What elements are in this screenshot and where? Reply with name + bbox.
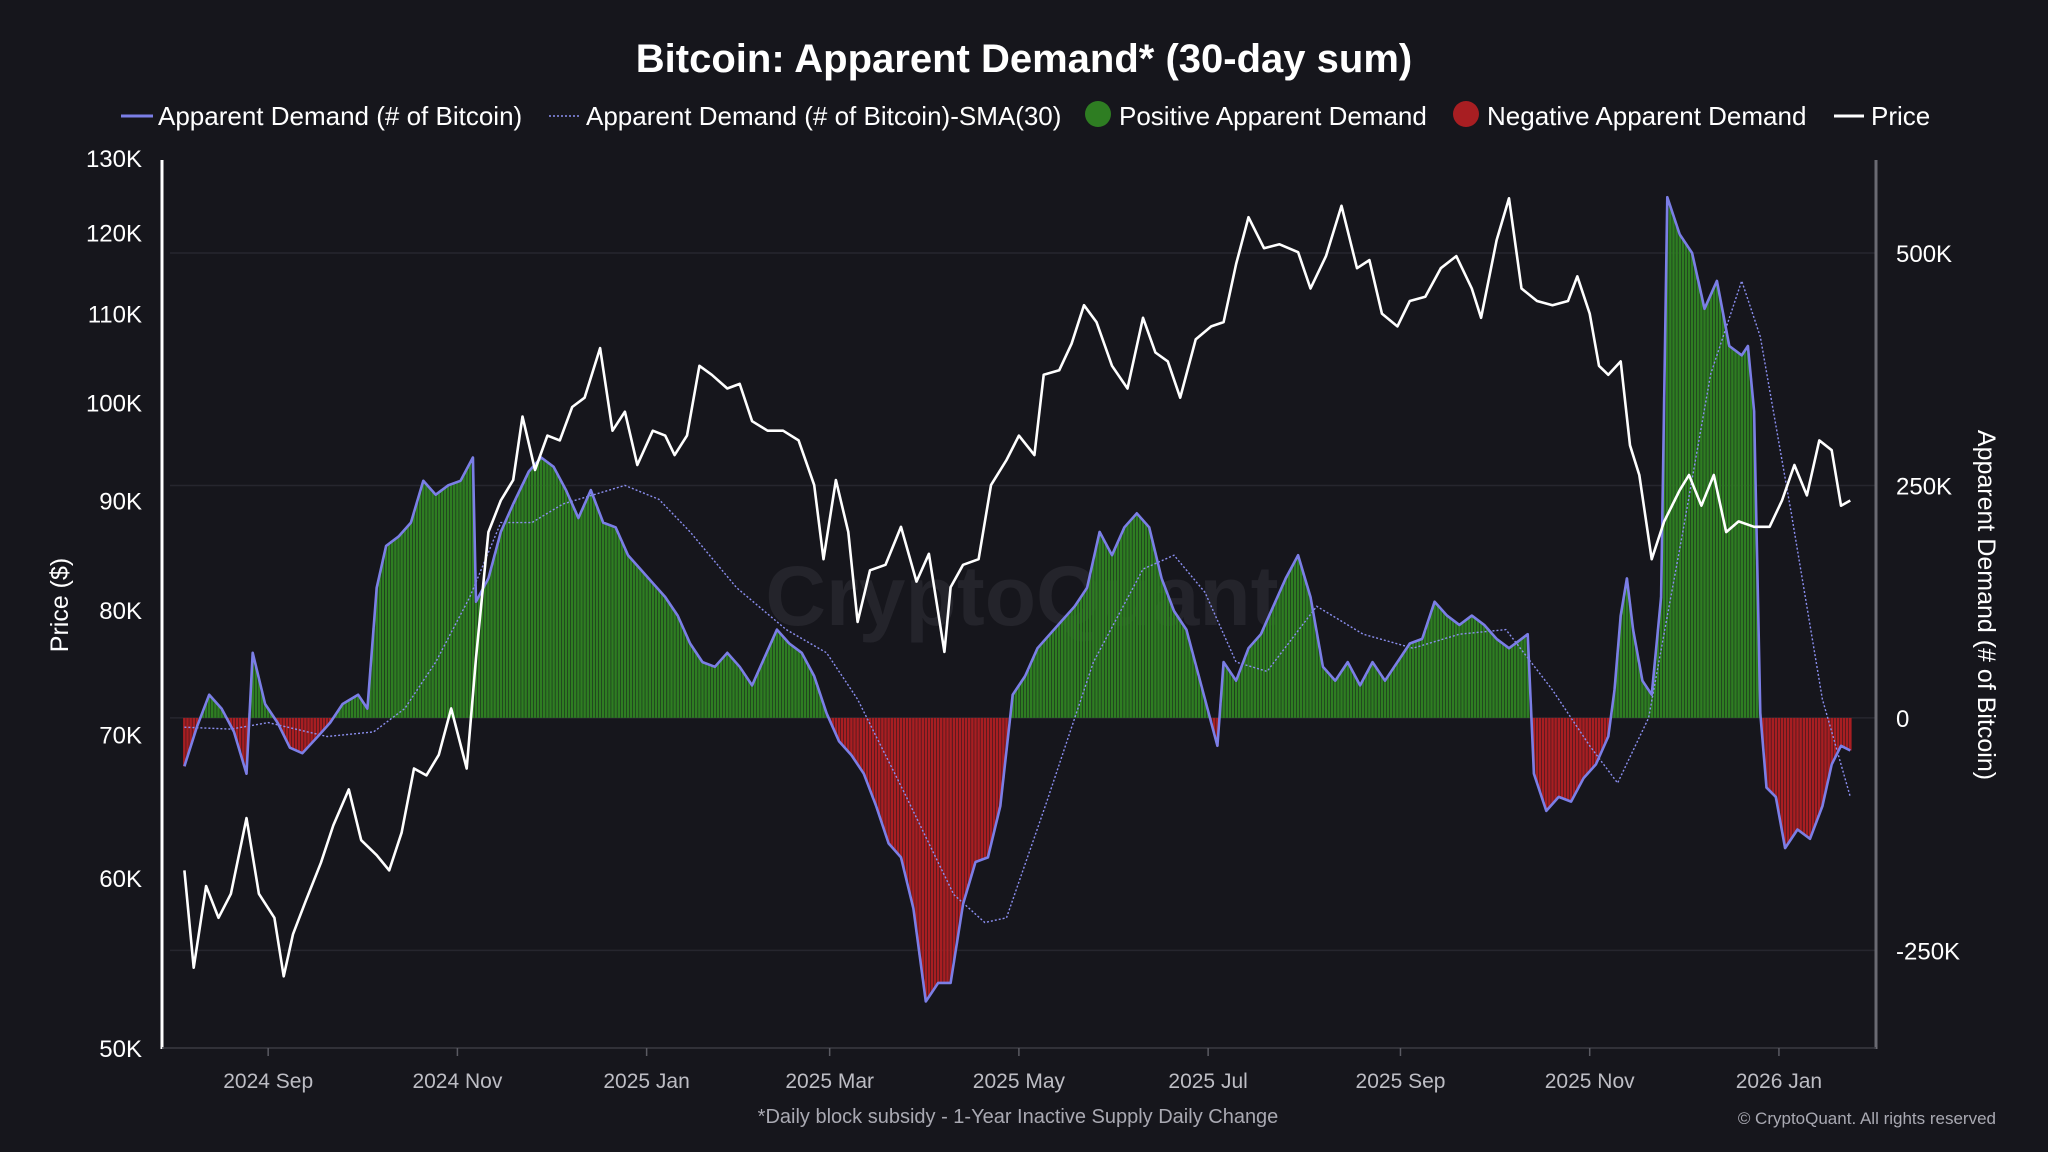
chart-title: Bitcoin: Apparent Demand* (30-day sum): [636, 37, 1412, 81]
watermark: CryptoQuant: [765, 549, 1278, 643]
legend-label: Negative Apparent Demand: [1487, 101, 1806, 131]
y-right-tick-label: 500K: [1896, 241, 1952, 268]
legend-item-sma30[interactable]: Apparent Demand (# of Bitcoin)-SMA(30): [549, 101, 1061, 131]
y-left-tick-label: 130K: [86, 146, 142, 173]
x-tick-label: 2025 Sep: [1356, 1070, 1446, 1093]
x-tick-label: 2025 May: [973, 1070, 1066, 1093]
demand-bars: [183, 197, 1852, 1002]
copyright: © CryptoQuant. All rights reserved: [1738, 1109, 1996, 1128]
y-left-tick-label: 100K: [86, 390, 142, 417]
x-tick-label: 2025 Mar: [785, 1070, 874, 1093]
y-right-ticks: 500K 250K 0 -250K: [1896, 241, 1960, 965]
x-tick-label: 2025 Nov: [1545, 1070, 1635, 1093]
legend-label: Price: [1871, 101, 1930, 131]
x-tick-label: 2024 Nov: [412, 1070, 502, 1093]
legend-item-apparent-demand[interactable]: Apparent Demand (# of Bitcoin): [121, 101, 522, 131]
legend-item-price[interactable]: Price: [1834, 101, 1930, 131]
y-left-tick-label: 110K: [88, 302, 142, 329]
y-right-axis-title: Apparent Demand (# of Bitcoin): [1972, 430, 2000, 780]
apparent-demand-line: [183, 195, 1851, 1003]
y-left-tick-label: 90K: [99, 489, 142, 516]
price-line: [183, 197, 1851, 978]
x-tick-label: 2026 Jan: [1736, 1070, 1822, 1093]
y-left-tick-label: 70K: [99, 723, 142, 750]
legend-item-positive[interactable]: Positive Apparent Demand: [1085, 101, 1427, 131]
y-left-axis-title: Price ($): [46, 558, 74, 652]
y-left-tick-label: 60K: [99, 866, 142, 893]
y-left-tick-label: 80K: [99, 598, 142, 625]
legend-label: Positive Apparent Demand: [1119, 101, 1427, 131]
x-ticks: 2024 Sep 2024 Nov 2025 Jan 2025 Mar 2025 May…: [223, 1048, 1822, 1093]
x-tick-label: 2025 Jan: [603, 1070, 689, 1093]
y-right-tick-label: 250K: [1896, 473, 1952, 500]
legend-label: Apparent Demand (# of Bitcoin)-SMA(30): [586, 101, 1061, 131]
legend-label: Apparent Demand (# of Bitcoin): [158, 101, 522, 131]
y-right-tick-label: -250K: [1896, 938, 1960, 965]
green-dot-icon: [1085, 101, 1111, 127]
y-left-ticks: 50K 60K 70K 80K 90K 100K 110K 120K 130K: [86, 146, 142, 1063]
legend-item-negative[interactable]: Negative Apparent Demand: [1453, 101, 1806, 131]
y-left-tick-label: 120K: [86, 221, 142, 248]
footnote: *Daily block subsidy - 1-Year Inactive S…: [758, 1106, 1279, 1128]
y-left-tick-label: 50K: [99, 1036, 142, 1063]
legend: Apparent Demand (# of Bitcoin) Apparent …: [121, 101, 1930, 131]
x-tick-label: 2025 Jul: [1168, 1070, 1247, 1093]
series-lines: [183, 195, 1851, 1003]
x-tick-label: 2024 Sep: [223, 1070, 313, 1093]
y-right-tick-label: 0: [1896, 706, 1909, 733]
red-dot-icon: [1453, 101, 1479, 127]
